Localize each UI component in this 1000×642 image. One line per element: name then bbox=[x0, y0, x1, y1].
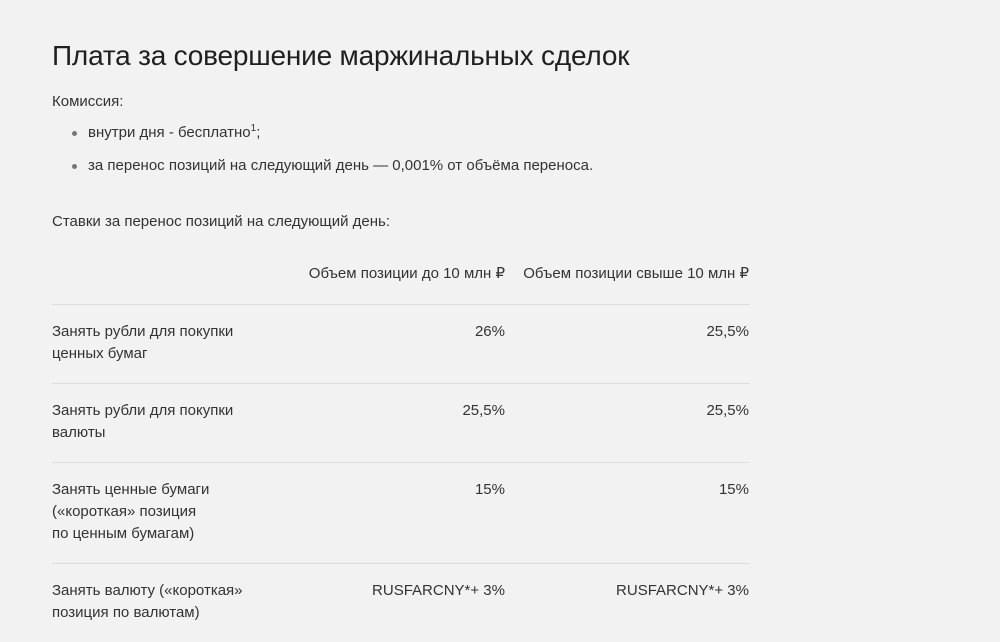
column-header-empty bbox=[52, 253, 297, 305]
table-row: Занять рубли для покупки ценных бумаг 26… bbox=[52, 305, 749, 384]
bullet-icon bbox=[72, 131, 77, 136]
table-row: Занять рубли для покупки валюты 25,5% 25… bbox=[52, 384, 749, 463]
row-label: Занять валюту («короткая» позиция по вал… bbox=[52, 564, 297, 642]
commission-item-text: внутри дня - бесплатно bbox=[88, 124, 251, 141]
row-label: Занять рубли для покупки валюты bbox=[52, 384, 297, 463]
bullet-icon bbox=[72, 164, 77, 169]
commission-label: Комиссия: bbox=[52, 93, 123, 110]
rate-up-to-10m: RUSFARCNY*+ 3% bbox=[297, 564, 505, 642]
rate-over-10m: 25,5% bbox=[505, 384, 749, 463]
rates-table: Объем позиции до 10 млн ₽ Объем позиции … bbox=[52, 253, 749, 642]
table-row: Занять валюту («короткая» позиция по вал… bbox=[52, 564, 749, 642]
rate-up-to-10m: 26% bbox=[297, 305, 505, 384]
rates-title: Ставки за перенос позиций на следующий д… bbox=[52, 213, 390, 230]
table-header-row: Объем позиции до 10 млн ₽ Объем позиции … bbox=[52, 253, 749, 305]
row-label: Занять ценные бумаги («короткая» позиция… bbox=[52, 463, 297, 564]
rate-over-10m: 15% bbox=[505, 463, 749, 564]
row-label: Занять рубли для покупки ценных бумаг bbox=[52, 305, 297, 384]
commission-list: внутри дня - бесплатно1; за перенос пози… bbox=[52, 122, 593, 188]
rate-over-10m: 25,5% bbox=[505, 305, 749, 384]
column-header-up-to-10m: Объем позиции до 10 млн ₽ bbox=[297, 253, 505, 305]
commission-item-overnight: за перенос позиций на следующий день — 0… bbox=[52, 155, 593, 188]
column-header-over-10m: Объем позиции свыше 10 млн ₽ bbox=[505, 253, 749, 305]
page-title: Плата за совершение маржинальных сделок bbox=[52, 40, 629, 72]
rate-up-to-10m: 25,5% bbox=[297, 384, 505, 463]
commission-item-suffix: ; bbox=[256, 124, 260, 141]
commission-item-intraday: внутри дня - бесплатно1; bbox=[52, 122, 593, 155]
rate-over-10m: RUSFARCNY*+ 3% bbox=[505, 564, 749, 642]
commission-item-text: за перенос позиций на следующий день — 0… bbox=[88, 157, 593, 174]
rate-up-to-10m: 15% bbox=[297, 463, 505, 564]
table-row: Занять ценные бумаги («короткая» позиция… bbox=[52, 463, 749, 564]
